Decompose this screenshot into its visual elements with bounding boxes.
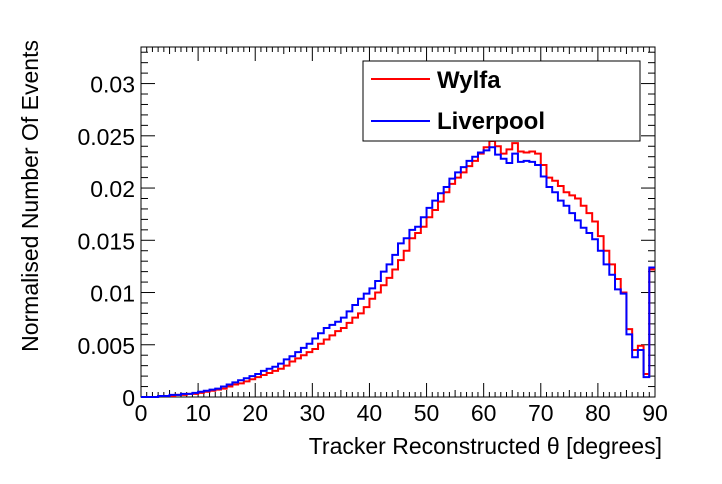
x-tick-label: 10 [185,400,211,426]
y-tick-label: 0.025 [77,124,135,150]
x-tick-label: 90 [642,400,668,426]
y-tick-labels: 0 0.005 0.01 0.015 0.02 0.025 0.03 [77,72,135,411]
x-tick-label: 60 [471,400,497,426]
y-tick-label: 0 [122,385,135,411]
legend-box [362,60,641,142]
axis-ticks [140,47,656,398]
y-tick-label: 0.015 [77,228,135,254]
y-tick-label: 0.01 [90,281,135,307]
x-tick-label: 0 [135,400,148,426]
x-tick-label: 20 [242,400,268,426]
legend: Wylfa Liverpool [362,60,641,142]
x-axis-title: Tracker Reconstructed θ [degrees] [309,433,662,459]
legend-label-liverpool: Liverpool [437,108,545,135]
x-tick-label: 70 [528,400,554,426]
histogram-series [141,140,655,398]
y-tick-label: 0.005 [77,333,135,359]
y-tick-label: 0.03 [90,72,135,98]
legend-label-wylfa: Wylfa [437,67,501,94]
y-axis-title: Normalised Number Of Events [17,40,43,352]
series-liverpool-histogram [141,146,655,398]
x-tick-label: 50 [414,400,440,426]
x-tick-label: 30 [300,400,326,426]
x-tick-label: 80 [585,400,611,426]
x-tick-labels: 0 10 20 30 40 50 60 70 80 90 [135,400,668,426]
y-tick-label: 0.02 [90,176,135,202]
x-tick-label: 40 [357,400,383,426]
series-wylfa-histogram [141,140,655,398]
